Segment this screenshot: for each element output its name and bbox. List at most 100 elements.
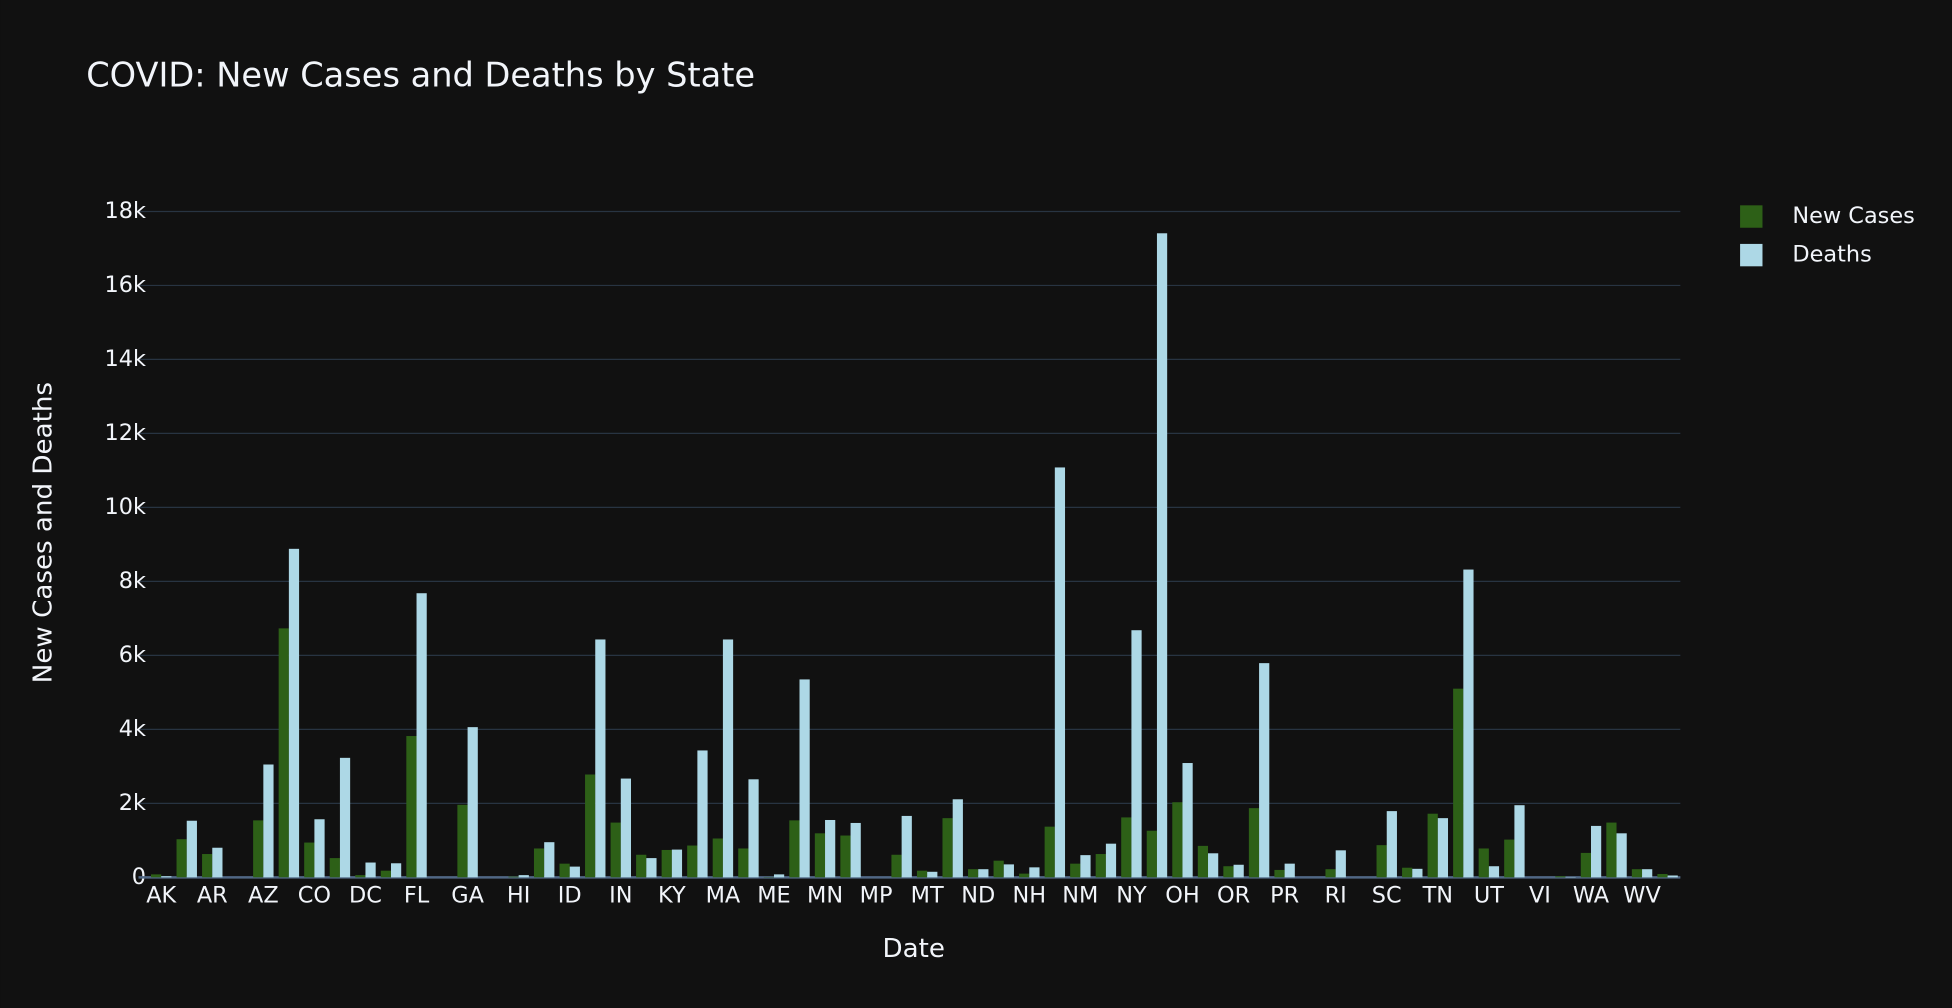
bar [1504,839,1515,878]
bar [1003,864,1014,878]
bar [416,593,427,878]
x-tick-label: KY [658,883,686,909]
bar [1555,876,1566,878]
bar [1376,845,1387,878]
legend-label: Deaths [1792,242,1871,268]
bar [840,835,851,878]
x-tick-label: MA [706,883,741,909]
bar [661,849,672,878]
y-tick-label: 16k [104,272,145,298]
bar [1259,663,1270,878]
bar [1044,826,1055,878]
legend-label: New Cases [1792,203,1914,229]
bar [748,779,759,878]
bar [339,757,351,878]
bar [1437,818,1449,878]
bar [1463,569,1474,878]
bar [1233,864,1244,878]
bar [942,818,953,878]
x-tick-label: CO [298,883,331,909]
bar [1095,854,1106,878]
bar [1514,805,1525,878]
bar [1080,855,1091,878]
bar [278,628,289,878]
bar [595,639,606,878]
bar [1070,863,1081,878]
y-tick-label: 12k [104,420,145,446]
x-tick-label: WA [1573,883,1610,909]
x-tick-label: MP [860,883,893,909]
bar [212,847,223,878]
bar [1478,848,1489,878]
bar [1029,867,1040,878]
bar [636,854,647,878]
x-tick-label: MN [807,883,843,909]
bar [390,863,402,878]
y-tick-label: 2k [119,790,146,816]
bar [891,854,902,878]
bar [738,848,749,878]
legend-swatch [1740,205,1763,228]
bar [978,869,989,878]
bar [176,839,187,878]
bar [186,820,197,878]
x-tick-label: PR [1270,883,1299,909]
chart-title: COVID: New Cases and Deaths by State [86,56,755,95]
x-tick-label: ID [558,883,582,909]
bar [406,736,417,878]
bar [253,820,264,878]
bar [508,876,519,878]
bar [1402,867,1413,878]
bar [1412,868,1423,878]
x-tick-label: VI [1529,883,1551,909]
bar [1616,833,1627,878]
bar [329,858,340,878]
x-tick-label: NY [1116,883,1147,909]
x-tick-label: UT [1474,883,1504,909]
bar [314,819,325,878]
bar [1284,863,1295,878]
bar [952,799,963,878]
x-tick-label: MT [911,883,944,909]
bar [1223,866,1234,878]
bar [789,820,800,878]
y-tick-label: 18k [104,198,145,224]
bar [569,866,580,878]
bar [304,842,315,878]
bar [1657,874,1668,878]
bar [722,639,734,878]
bar [927,871,938,878]
x-tick-label: RI [1325,883,1347,909]
bar [1121,817,1132,878]
y-tick-label: 8k [119,568,146,594]
bar [533,848,545,878]
bar [150,874,162,878]
bar [799,679,810,878]
bar [814,833,826,878]
x-tick-label: SC [1372,883,1402,909]
bar [365,862,376,878]
y-tick-label: 10k [104,494,145,520]
bar [671,849,683,878]
bar [825,819,836,878]
bar [1606,822,1617,878]
x-tick-label: NM [1062,883,1098,909]
bar [457,804,468,878]
bar [1105,843,1117,878]
bar [993,860,1004,878]
x-tick-label: AR [197,883,228,909]
bar [1054,467,1066,878]
x-tick-label: TN [1422,883,1453,909]
bar [1172,802,1183,878]
bar [544,842,555,878]
bar [161,876,172,878]
bar [263,764,274,878]
bar [901,815,912,878]
x-tick-label: DC [349,883,382,909]
x-tick-label: ND [961,883,995,909]
bar [850,822,861,878]
x-tick-label: FL [404,883,430,909]
bar [1182,763,1193,878]
